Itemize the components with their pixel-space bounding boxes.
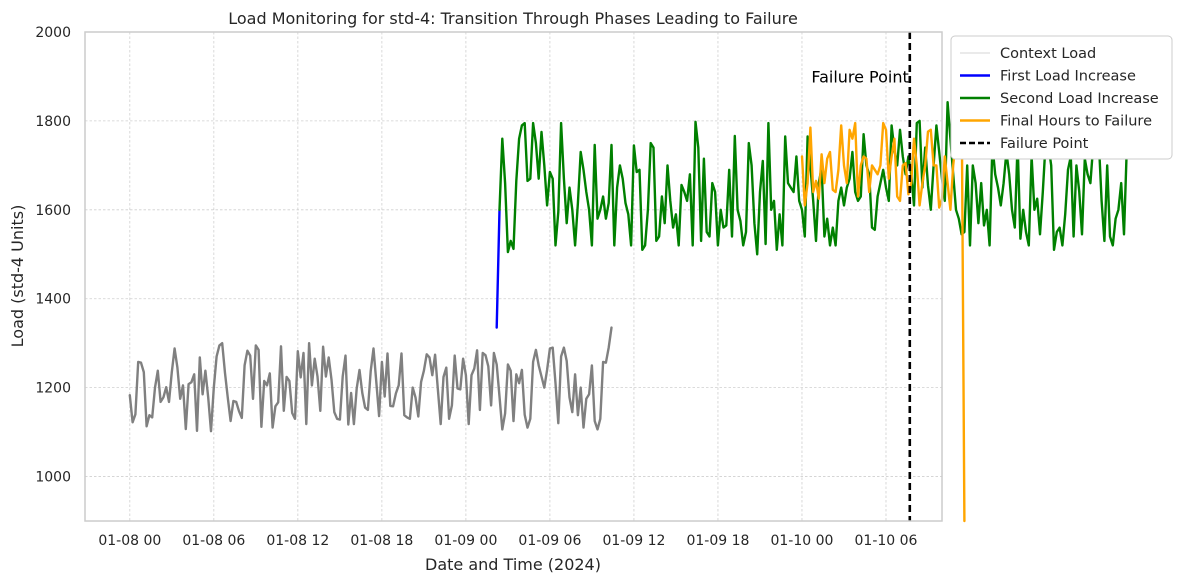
grid-lines — [85, 32, 942, 521]
legend-item-final-hours: Final Hours to Failure — [960, 114, 1152, 130]
series-line-final-hours-to-failure — [800, 88, 966, 523]
y-tick-label: 1600 — [35, 203, 71, 219]
x-tick-label: 01-08 06 — [182, 533, 245, 549]
legend-label-second-load-increase: Second Load Increase — [1000, 91, 1159, 107]
legend: Context Load First Load Increase Second … — [950, 35, 1173, 160]
x-axis-label: Date and Time (2024) — [425, 555, 601, 574]
chart-title: Load Monitoring for std-4: Transition Th… — [228, 9, 798, 28]
y-axis-ticks: 1000 1200 1400 1600 1800 2000 — [35, 25, 71, 486]
x-axis-ticks: 01-08 00 01-08 06 01-08 12 01-08 18 01-09 00… — [98, 533, 917, 549]
x-tick-label: 01-09 00 — [434, 533, 497, 549]
x-tick-label: 01-08 12 — [266, 533, 329, 549]
series-line-second-load-increase — [498, 100, 1131, 256]
plot-area — [85, 32, 942, 521]
x-tick-label: 01-08 18 — [350, 533, 413, 549]
legend-label-first-load-increase: First Load Increase — [1000, 69, 1136, 85]
y-tick-label: 1200 — [35, 381, 71, 397]
plot-frame — [84, 31, 943, 522]
failure-point-annotation: Failure Point — [811, 67, 908, 86]
x-tick-label: 01-09 06 — [518, 533, 581, 549]
legend-box — [950, 35, 1173, 160]
legend-item-failure-point: Failure Point — [960, 136, 1089, 152]
legend-label-final-hours: Final Hours to Failure — [1000, 114, 1152, 130]
series-line-context-load — [128, 326, 613, 433]
x-tick-label: 01-09 18 — [686, 533, 749, 549]
x-tick-label: 01-10 00 — [770, 533, 833, 549]
x-tick-label: 01-10 06 — [855, 533, 918, 549]
series-line-first-load-increase — [495, 208, 501, 329]
legend-label-context-load: Context Load — [1000, 46, 1096, 62]
legend-label-failure-point: Failure Point — [1000, 136, 1089, 152]
series-layer — [128, 88, 1131, 523]
y-tick-label: 1000 — [35, 470, 71, 486]
legend-item-context-load: Context Load — [960, 46, 1096, 62]
x-tick-label: 01-09 12 — [602, 533, 665, 549]
y-tick-label: 1800 — [35, 114, 71, 130]
y-tick-label: 1400 — [35, 292, 71, 308]
y-axis-label: Load (std-4 Units) — [8, 205, 27, 348]
legend-item-first-load-increase: First Load Increase — [960, 69, 1136, 85]
x-tick-label: 01-08 00 — [98, 533, 161, 549]
legend-item-second-load-increase: Second Load Increase — [960, 91, 1159, 107]
y-tick-label: 2000 — [35, 25, 71, 41]
